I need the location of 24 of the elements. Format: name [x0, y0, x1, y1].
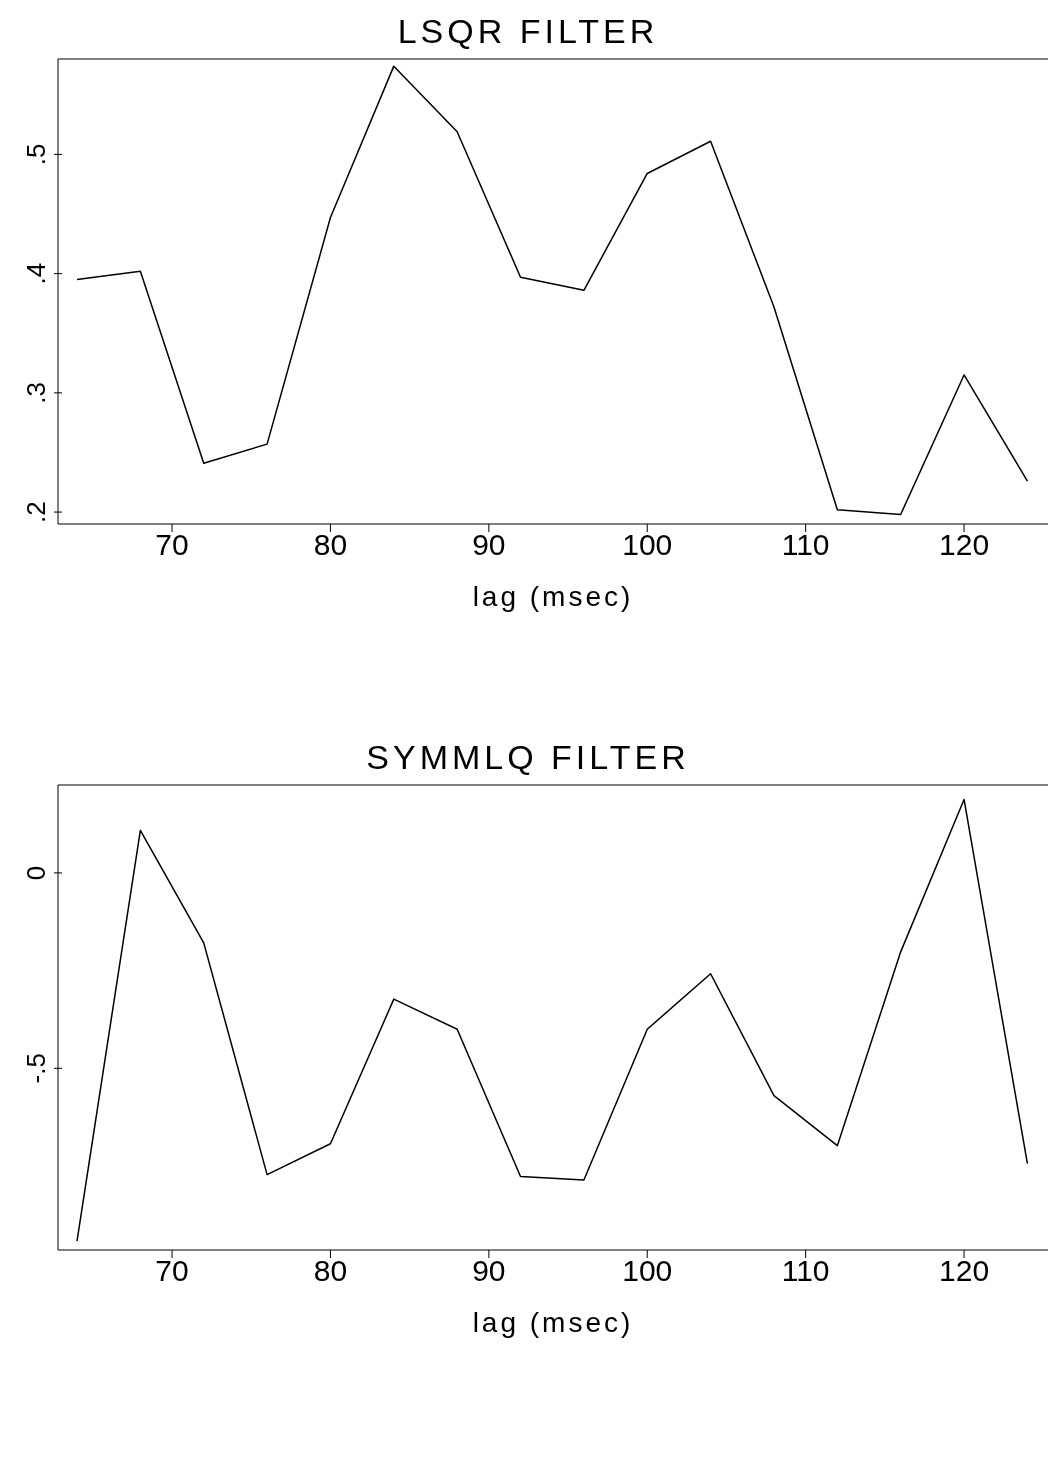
line-series [76, 798, 1029, 1242]
line-series [76, 65, 1029, 516]
chart-title: LSQR FILTER [396, 11, 660, 52]
x-tick-label: 70 [155, 1254, 189, 1288]
x-tick-label: 80 [313, 528, 348, 562]
x-tick-label: 110 [781, 528, 830, 562]
x-tick-label: 70 [155, 528, 189, 562]
y-tick-label: -.5 [21, 1053, 51, 1084]
y-tick-label: .3 [21, 382, 51, 404]
chart-title: SYMMLQ FILTER [365, 737, 691, 778]
y-tick-label: .4 [21, 262, 51, 285]
x-axis-title: lag (msec) [472, 1307, 634, 1338]
x-tick-label: 120 [939, 1254, 990, 1288]
x-tick-label: 100 [622, 528, 673, 562]
x-tick-label: 100 [622, 1254, 673, 1288]
y-tick-label: .5 [21, 143, 51, 166]
y-tick-label: 0 [21, 865, 51, 881]
x-tick-label: 120 [939, 528, 990, 562]
x-axis-title: lag (msec) [472, 581, 634, 612]
x-tick-label: 110 [781, 1254, 830, 1288]
x-tick-label: 90 [472, 528, 506, 562]
x-tick-label: 90 [472, 1254, 506, 1288]
x-tick-label: 80 [313, 1254, 348, 1288]
y-tick-label: .2 [21, 501, 51, 523]
